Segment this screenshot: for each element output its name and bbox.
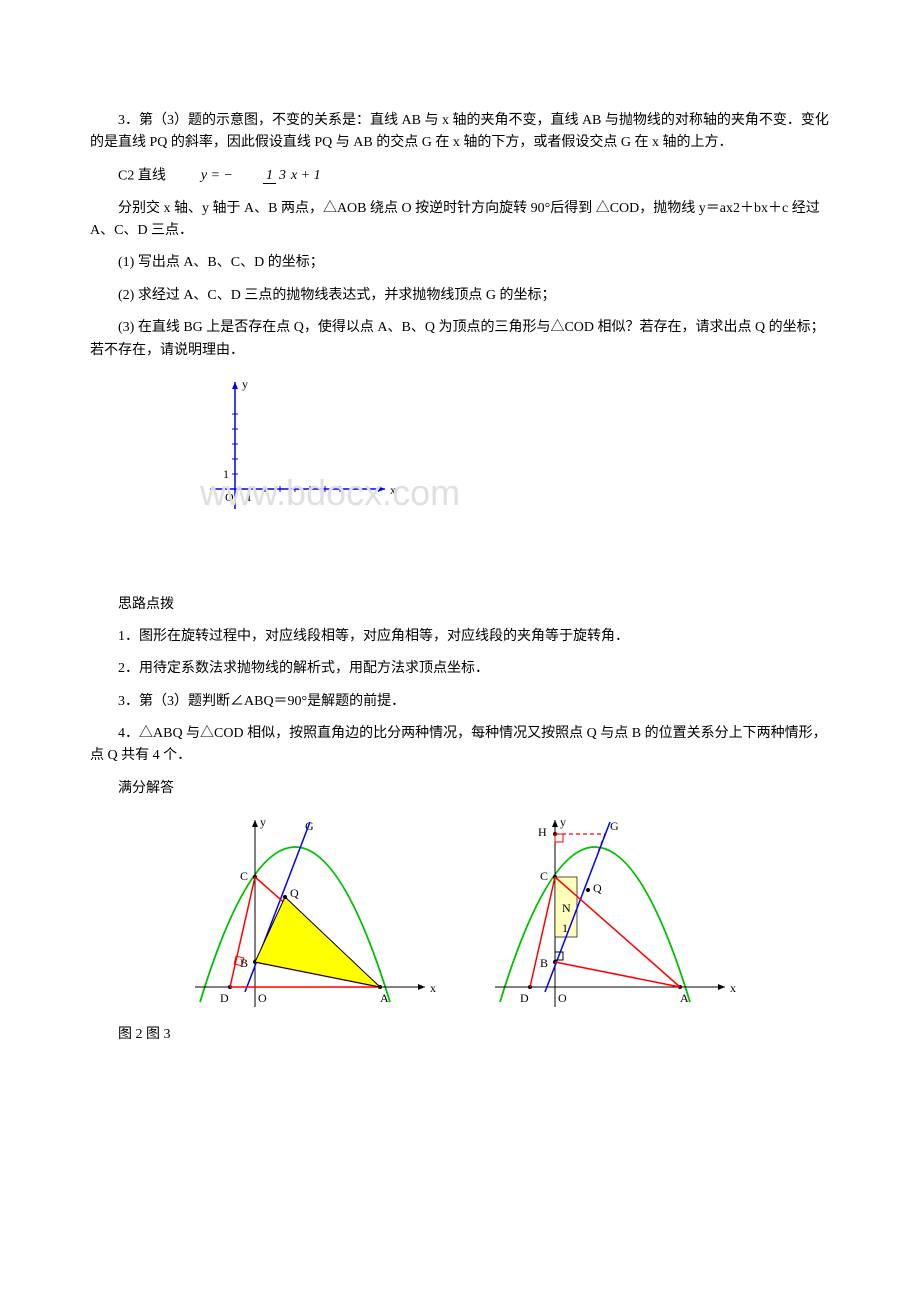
hint-2: 2．用待定系数法求抛物线的解析式，用配方法求顶点坐标． [90,658,830,680]
figure-2-svg: D O A C B G Q x y [180,812,440,1012]
watermark: www.bdocx.com [200,472,460,513]
question-2: (2) 求经过 A、C、D 三点的抛物线表达式，并求抛物线顶点 G 的坐标； [90,285,830,307]
c2-formula-line: C2 直线 y = −13x + 1 [90,165,830,188]
figure-row: D O A C B G Q x y [180,812,830,1012]
paragraph-2: 分别交 x 轴、y 轴于 A、B 两点，△AOB 绕点 O 按逆时针方向旋转 9… [90,198,830,243]
svg-text:y: y [260,815,266,829]
svg-text:H: H [538,825,547,839]
solution-header: 满分解答 [90,778,830,800]
svg-text:A: A [680,991,689,1005]
svg-text:C: C [540,869,548,883]
hint-1: 1．图形在旋转过程中，对应线段相等，对应角相等，对应线段的夹角等于旋转角． [90,626,830,648]
c2-label: C2 直线 [118,168,166,183]
svg-text:D: D [520,991,529,1005]
question-3: (3) 在直线 BG 上是否存在点 Q，使得以点 A、B、Q 为顶点的三角形与△… [90,317,830,362]
formula-line: y = −13x + 1 [169,165,320,187]
figure-caption: 图 2 图 3 [90,1024,830,1046]
svg-text:B: B [540,956,548,970]
svg-text:Q: Q [290,886,299,900]
figure-3-svg: D O A C B H G N 1 Q [480,812,740,1012]
paragraph-1: 3．第（3）题的示意图，不变的关系是：直线 AB 与 x 轴的夹角不变，直线 A… [90,110,830,155]
svg-text:O: O [258,991,267,1005]
svg-text:G: G [610,819,619,833]
svg-text:O: O [558,991,567,1005]
svg-text:D: D [220,991,229,1005]
hint-4: 4．△ABQ 与△COD 相似，按照直角边的比分两种情况，每种情况又按照点 Q … [90,723,830,768]
svg-text:C: C [240,869,248,883]
question-1: (1) 写出点 A、B、C、D 的坐标； [90,252,830,274]
svg-text:x: x [430,981,436,995]
svg-text:x: x [730,981,736,995]
svg-text:Q: Q [593,881,602,895]
svg-text:y: y [560,815,566,829]
axes-diagram: x y O 1 1 www.bdocx.com [180,374,830,582]
svg-text:N: N [562,901,571,915]
hint-header: 思路点拨 [90,594,830,616]
hint-3: 3．第（3）题判断∠ABQ＝90°是解题的前提． [90,691,830,713]
svg-text:A: A [380,991,389,1005]
svg-text:y: y [242,377,248,391]
